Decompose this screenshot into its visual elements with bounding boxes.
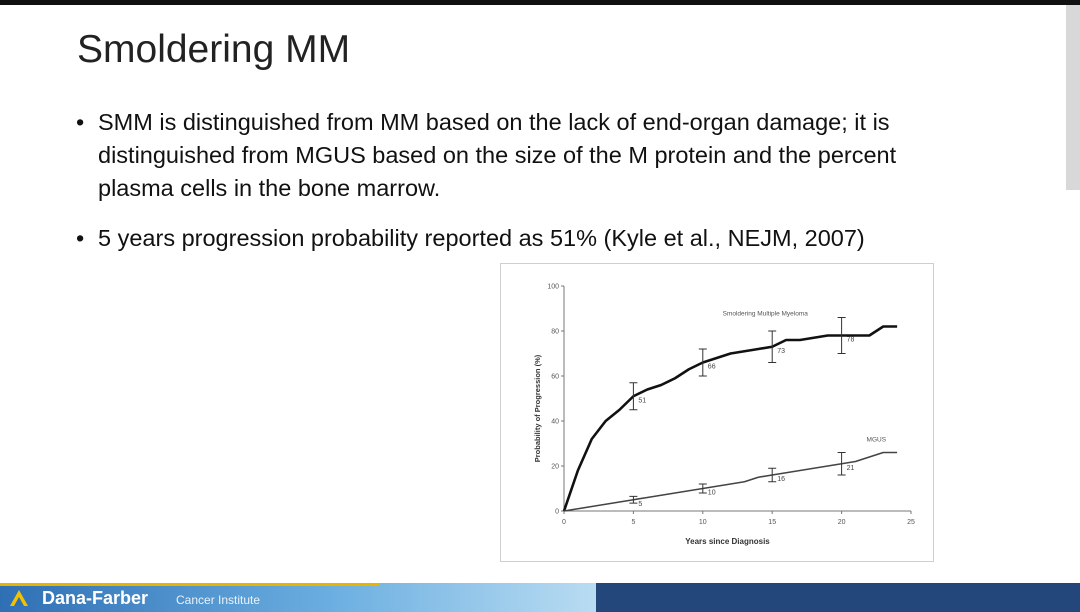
error-bar [837,452,846,476]
logo [10,590,28,606]
bullet-list: SMM is distinguished from MM based on th… [76,106,956,272]
data-label: 5 [638,501,642,508]
x-tick-label: 0 [562,519,566,526]
error-bar [768,330,777,363]
data-label: 51 [638,397,646,404]
x-axis-label: Years since Diagnosis [685,537,770,546]
data-label: 10 [708,490,716,497]
error-bar [768,467,777,483]
y-tick-label: 20 [551,464,559,471]
error-bar [629,382,638,411]
footer-band [0,583,596,612]
x-tick-label: 20 [838,519,846,526]
footer-accent [0,583,380,586]
data-label: 21 [847,465,855,472]
y-tick-label: 80 [551,329,559,336]
footer-subtitle: Cancer Institute [176,593,261,607]
series-line [563,451,898,512]
x-tick-label: 10 [699,519,707,526]
footer-name: Dana-Farber [42,588,149,608]
x-tick-label: 25 [907,519,915,526]
slide-title: Smoldering MM [77,28,351,71]
bullet: 5 years progression probability reported… [76,222,956,255]
error-bar [837,317,846,354]
top-bar [0,0,1080,5]
error-bar [698,348,707,377]
y-axis-label: Probability of Progression (%) [533,354,542,462]
data-label: 66 [708,364,716,371]
data-label: 73 [777,348,785,355]
chart: 0 20 40 60 80 100 0 5 10 15 20 25 Years since Diagno… [533,284,915,547]
series-label: MGUS [867,436,887,443]
series-label: Smoldering Multiple Myeloma [723,310,809,317]
x-tick-label: 15 [768,519,776,526]
data-label: 78 [847,337,855,344]
y-tick-label: 0 [555,509,559,516]
bullet: SMM is distinguished from MM based on th… [76,106,956,205]
footer: Dana-Farber Cancer Institute [0,583,1080,612]
y-tick-label: 60 [551,374,559,381]
chart-frame: 0 20 40 60 80 100 0 5 10 15 20 25 Years since Diagno… [500,263,934,562]
data-label: 16 [777,476,785,483]
error-bar [698,483,707,494]
y-tick-label: 40 [551,419,559,426]
error-bar [629,495,638,504]
scrollbar [1066,5,1080,190]
y-tick-label: 100 [547,284,559,291]
x-tick-label: 5 [631,519,635,526]
